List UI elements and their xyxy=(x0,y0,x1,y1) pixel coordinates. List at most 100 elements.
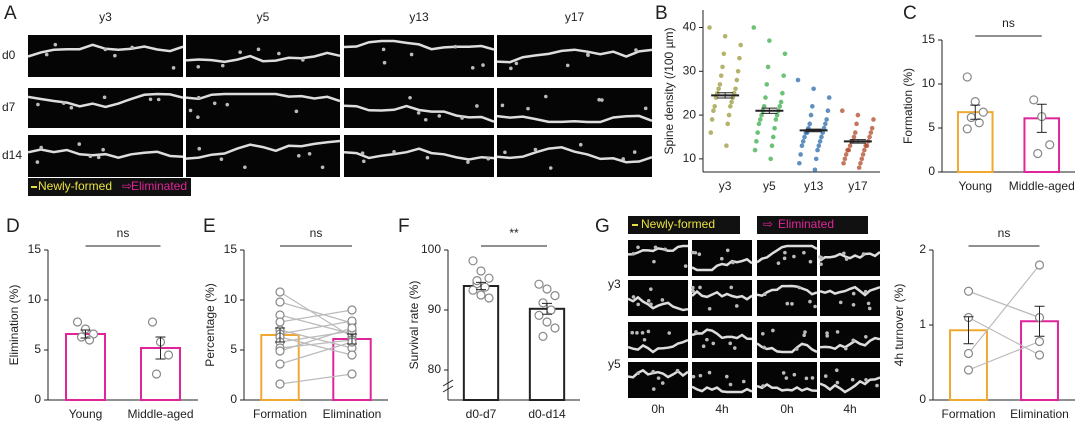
spine xyxy=(44,52,49,57)
spine xyxy=(196,95,201,100)
legend-text: Newly-formed xyxy=(38,179,112,193)
spine xyxy=(819,256,824,260)
point xyxy=(966,112,976,123)
point xyxy=(782,51,788,57)
legend-text: Eliminated xyxy=(131,179,187,193)
spine xyxy=(643,106,648,111)
significance-label: ns xyxy=(117,226,130,240)
spine xyxy=(486,156,491,161)
dendrite xyxy=(496,146,653,164)
y-tick-label: 10 xyxy=(683,151,697,165)
point xyxy=(752,147,758,153)
spine xyxy=(683,264,688,268)
spine xyxy=(813,304,817,309)
point xyxy=(716,86,721,92)
x-tick-label: Formation xyxy=(941,407,995,421)
error-bar xyxy=(155,336,166,360)
spine xyxy=(188,108,193,113)
point xyxy=(76,332,87,342)
spine xyxy=(761,384,765,388)
point xyxy=(817,139,823,144)
spine xyxy=(453,44,458,49)
spine xyxy=(651,387,656,391)
point xyxy=(963,286,974,296)
point xyxy=(1034,260,1045,270)
point xyxy=(841,160,846,166)
x-tick-label: y3 xyxy=(719,179,732,193)
point xyxy=(816,143,822,149)
spine xyxy=(640,330,645,335)
point xyxy=(468,285,478,295)
x-tick-label: y5 xyxy=(763,179,776,193)
bar xyxy=(462,285,500,401)
spine xyxy=(698,285,702,290)
point xyxy=(84,335,95,345)
dendrite xyxy=(819,376,881,394)
spine xyxy=(835,380,840,385)
y-tick-label: 80 xyxy=(428,362,442,376)
point xyxy=(780,90,785,96)
spine xyxy=(729,285,734,290)
spine xyxy=(691,289,695,293)
pair-line xyxy=(279,339,353,349)
spine xyxy=(782,256,787,261)
x-tick-label: Elimination xyxy=(1010,407,1069,421)
error-bar xyxy=(717,92,734,99)
spine xyxy=(734,304,739,308)
dendrite xyxy=(756,383,818,393)
spine xyxy=(130,45,134,50)
spine xyxy=(776,261,781,265)
point xyxy=(712,104,718,109)
x-tick-label: Middle-aged xyxy=(1009,179,1075,193)
spine xyxy=(771,328,775,333)
spine xyxy=(408,96,412,100)
x-tick-label: Formation xyxy=(253,407,307,421)
point xyxy=(862,147,867,153)
spine xyxy=(864,334,868,339)
y-tick-label: 20 xyxy=(683,107,697,121)
x-tick-label: d0-d7 xyxy=(466,407,497,421)
point xyxy=(347,350,357,360)
spine xyxy=(724,374,729,379)
spine xyxy=(691,374,696,379)
pair-line xyxy=(968,316,1040,356)
column-label: y3 xyxy=(99,10,112,24)
point xyxy=(538,331,548,341)
spine xyxy=(635,331,639,335)
dendrite xyxy=(756,342,818,354)
point xyxy=(72,317,83,327)
y-axis-label: Percentage (%) xyxy=(203,283,217,366)
point xyxy=(761,104,767,109)
spine xyxy=(808,299,812,304)
spine xyxy=(850,377,855,382)
spine xyxy=(719,256,724,261)
point xyxy=(843,152,849,157)
spine xyxy=(851,291,856,296)
spine xyxy=(795,347,799,351)
row-label: y5 xyxy=(608,357,621,371)
point xyxy=(765,64,771,70)
spine xyxy=(548,166,553,170)
panel-label: G xyxy=(595,216,610,237)
column-label: y5 xyxy=(257,10,270,24)
point xyxy=(534,279,544,289)
spine xyxy=(792,372,797,377)
dendrite xyxy=(185,139,341,160)
spine xyxy=(844,346,848,351)
point xyxy=(550,323,560,333)
error-bar xyxy=(275,327,285,343)
spine xyxy=(225,102,230,107)
point xyxy=(868,130,874,135)
point xyxy=(1034,336,1045,347)
point xyxy=(856,165,862,170)
panel-label: A xyxy=(4,3,17,24)
point xyxy=(799,143,805,149)
spine xyxy=(781,371,786,375)
point xyxy=(721,51,727,57)
spine xyxy=(113,53,117,58)
spine xyxy=(694,330,698,334)
x-tick-label: y17 xyxy=(848,179,868,193)
point xyxy=(756,121,762,127)
legend-box xyxy=(628,216,740,234)
x-tick-label: Young xyxy=(69,407,103,421)
